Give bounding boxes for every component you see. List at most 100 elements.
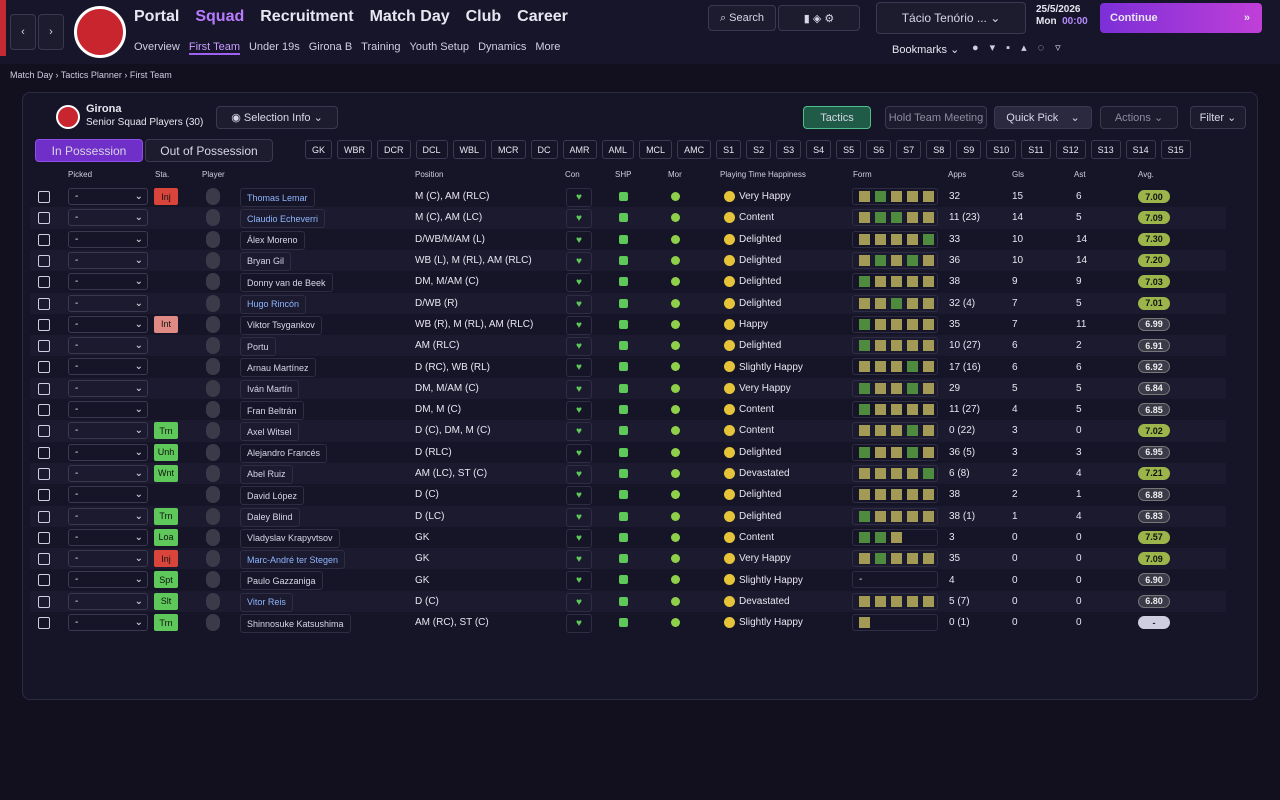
position-slot[interactable]: AML bbox=[601, 140, 635, 159]
picked-dropdown[interactable]: - ⌄ bbox=[68, 358, 148, 376]
player-name[interactable]: Donny van de Beek bbox=[240, 273, 333, 293]
filter-button[interactable]: Filter ⌄ bbox=[1190, 106, 1246, 129]
submenu-item[interactable]: Dynamics bbox=[478, 41, 527, 53]
tactics-button[interactable]: Tactics bbox=[803, 106, 871, 129]
position-slot[interactable]: S7 bbox=[896, 140, 922, 159]
player-name[interactable]: Alejandro Francés bbox=[240, 443, 328, 463]
toolbar-icons[interactable]: ▮ ◈ ⚙ bbox=[778, 5, 860, 31]
menu-item[interactable]: Squad bbox=[195, 8, 245, 25]
quick-pick[interactable]: Quick Pick ⌄ bbox=[994, 106, 1092, 129]
player-name[interactable]: Bryan Gil bbox=[240, 251, 292, 271]
checkbox[interactable] bbox=[38, 595, 50, 608]
player-name[interactable]: Portu bbox=[240, 337, 276, 357]
meeting-button[interactable]: Hold Team Meeting bbox=[885, 106, 987, 129]
picked-dropdown[interactable]: - ⌄ bbox=[68, 486, 148, 504]
crumb[interactable]: First Team bbox=[129, 70, 172, 80]
player-name[interactable]: David López bbox=[240, 486, 305, 506]
picked-dropdown[interactable]: - ⌄ bbox=[68, 401, 148, 418]
actions-button[interactable]: Actions ⌄ bbox=[1100, 106, 1178, 129]
picked-dropdown[interactable]: - ⌄ bbox=[68, 230, 148, 248]
position-slot[interactable]: S13 bbox=[1090, 140, 1121, 159]
checkbox[interactable] bbox=[38, 574, 50, 587]
picked-dropdown[interactable]: - ⌄ bbox=[68, 550, 148, 568]
checkbox[interactable] bbox=[38, 361, 50, 374]
tab-in-possession[interactable]: In Possession bbox=[35, 139, 143, 162]
back-button[interactable]: ‹ bbox=[10, 14, 36, 50]
picked-dropdown[interactable]: - ⌄ bbox=[68, 422, 148, 440]
crumb[interactable]: Tactics Planner bbox=[60, 70, 122, 80]
player-name[interactable]: Viktor Tsygankov bbox=[240, 315, 322, 335]
checkbox[interactable] bbox=[38, 446, 50, 459]
position-slot[interactable]: S5 bbox=[836, 140, 862, 159]
search-button[interactable]: ⌕ Search bbox=[708, 5, 776, 31]
position-slot[interactable]: S4 bbox=[806, 140, 832, 159]
player-name[interactable]: Paulo Gazzaniga bbox=[240, 571, 323, 591]
position-slot[interactable]: GK bbox=[305, 140, 333, 159]
menu-item[interactable]: Career bbox=[517, 8, 568, 25]
position-slot[interactable]: S11 bbox=[1021, 140, 1051, 159]
position-slot[interactable]: S14 bbox=[1125, 140, 1156, 159]
checkbox[interactable] bbox=[38, 340, 50, 353]
picked-dropdown[interactable]: - ⌄ bbox=[68, 294, 148, 312]
checkbox[interactable] bbox=[38, 318, 50, 331]
checkbox[interactable] bbox=[38, 276, 50, 289]
player-name[interactable]: Abel Ruiz bbox=[240, 464, 293, 484]
position-slot[interactable]: WBL bbox=[452, 140, 487, 159]
player-name[interactable]: Claudio Echeverri bbox=[240, 209, 326, 229]
player-name[interactable]: Vitor Reis bbox=[240, 592, 293, 612]
checkbox[interactable] bbox=[38, 467, 50, 480]
position-slot[interactable]: WBR bbox=[337, 140, 373, 159]
checkbox[interactable] bbox=[38, 489, 50, 502]
checkbox[interactable] bbox=[38, 212, 50, 225]
player-name[interactable]: Hugo Rincón bbox=[240, 294, 307, 314]
submenu-item[interactable]: Girona B bbox=[308, 41, 353, 53]
checkbox[interactable] bbox=[38, 425, 50, 438]
manager-button[interactable]: Tácio Tenório ... ⌄ bbox=[876, 2, 1026, 34]
submenu-item[interactable]: Overview bbox=[134, 41, 180, 53]
position-slot[interactable]: S8 bbox=[926, 140, 952, 159]
position-slot[interactable]: S10 bbox=[986, 140, 1017, 159]
player-name[interactable]: Vladyslav Krapyvtsov bbox=[240, 528, 340, 548]
picked-dropdown[interactable]: - ⌄ bbox=[68, 315, 148, 333]
position-slot[interactable]: S1 bbox=[716, 140, 742, 159]
selection-info[interactable]: ◉ Selection Info ⌄ bbox=[216, 106, 338, 129]
picked-dropdown[interactable]: - ⌄ bbox=[68, 379, 148, 397]
checkbox[interactable] bbox=[38, 617, 50, 629]
picked-dropdown[interactable]: - ⌄ bbox=[68, 571, 148, 589]
player-name[interactable]: Thomas Lemar bbox=[240, 188, 315, 207]
player-name[interactable]: Arnau Martínez bbox=[240, 358, 316, 378]
checkbox[interactable] bbox=[38, 254, 50, 267]
checkbox[interactable] bbox=[38, 404, 50, 416]
position-slot[interactable]: AMC bbox=[677, 140, 712, 159]
picked-dropdown[interactable]: - ⌄ bbox=[68, 337, 148, 355]
picked-dropdown[interactable]: - ⌄ bbox=[68, 188, 148, 205]
player-name[interactable]: Álex Moreno bbox=[240, 230, 305, 250]
crumb[interactable]: Match Day bbox=[10, 70, 54, 80]
bookmarks[interactable]: Bookmarks ⌄ bbox=[892, 44, 960, 56]
position-slot[interactable]: S2 bbox=[746, 140, 772, 159]
picked-dropdown[interactable]: - ⌄ bbox=[68, 443, 148, 461]
position-slot[interactable]: S6 bbox=[866, 140, 892, 159]
position-slot[interactable]: S15 bbox=[1160, 140, 1191, 159]
submenu-item[interactable]: Training bbox=[361, 41, 401, 53]
checkbox[interactable] bbox=[38, 233, 50, 246]
player-name[interactable]: Marc-André ter Stegen bbox=[240, 550, 346, 570]
forward-button[interactable]: › bbox=[38, 14, 64, 50]
menu-item[interactable]: Club bbox=[465, 8, 502, 25]
player-name[interactable]: Iván Martín bbox=[240, 379, 300, 399]
position-slot[interactable]: DCL bbox=[415, 140, 448, 159]
submenu-item[interactable]: Youth Setup bbox=[409, 41, 470, 53]
checkbox[interactable] bbox=[38, 531, 50, 544]
position-slot[interactable]: S3 bbox=[776, 140, 802, 159]
continue-button[interactable]: Continue» bbox=[1100, 3, 1262, 33]
position-slot[interactable]: S12 bbox=[1055, 140, 1086, 159]
submenu-item[interactable]: More bbox=[535, 41, 561, 53]
picked-dropdown[interactable]: - ⌄ bbox=[68, 209, 148, 227]
checkbox[interactable] bbox=[38, 510, 50, 523]
submenu-item[interactable]: First Team bbox=[188, 41, 240, 55]
position-slot[interactable]: AMR bbox=[562, 140, 597, 159]
checkbox[interactable] bbox=[38, 191, 50, 203]
position-slot[interactable]: MCL bbox=[639, 140, 673, 159]
position-slot[interactable]: DC bbox=[530, 140, 558, 159]
menu-item[interactable]: Match Day bbox=[369, 8, 450, 25]
